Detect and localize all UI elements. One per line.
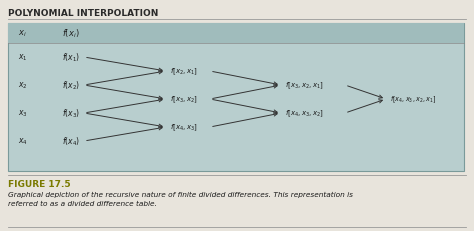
Text: Graphical depiction of the recursive nature of finite divided differences. This : Graphical depiction of the recursive nat…: [8, 191, 353, 206]
Text: $f[x_3, x_2]$: $f[x_3, x_2]$: [170, 94, 198, 105]
Text: $f(x_4)$: $f(x_4)$: [62, 135, 80, 148]
Text: $f[x_3, x_2, x_1]$: $f[x_3, x_2, x_1]$: [285, 80, 324, 91]
Text: $f(x_1)$: $f(x_1)$: [62, 52, 80, 64]
Text: FIGURE 17.5: FIGURE 17.5: [8, 179, 71, 188]
Text: $x_3$: $x_3$: [18, 108, 28, 119]
Text: $x_i$: $x_i$: [18, 29, 27, 39]
Text: $x_1$: $x_1$: [18, 52, 27, 63]
Text: $f[x_4, x_3, x_2]$: $f[x_4, x_3, x_2]$: [285, 108, 324, 119]
Bar: [8, 24, 464, 171]
Text: $f[x_4, x_3, x_2, x_1]$: $f[x_4, x_3, x_2, x_1]$: [390, 94, 437, 105]
Text: $f[x_2, x_1]$: $f[x_2, x_1]$: [170, 67, 198, 77]
Text: $x_2$: $x_2$: [18, 80, 27, 91]
Text: $f(x_2)$: $f(x_2)$: [62, 79, 80, 92]
Bar: [8, 24, 464, 44]
Text: $x_4$: $x_4$: [18, 136, 28, 147]
Text: POLYNOMIAL INTERPOLATION: POLYNOMIAL INTERPOLATION: [8, 9, 158, 18]
Text: $f(x_3)$: $f(x_3)$: [62, 107, 80, 120]
Text: $f[x_4, x_3]$: $f[x_4, x_3]$: [170, 122, 198, 133]
Text: $f(x_i)$: $f(x_i)$: [62, 28, 80, 40]
